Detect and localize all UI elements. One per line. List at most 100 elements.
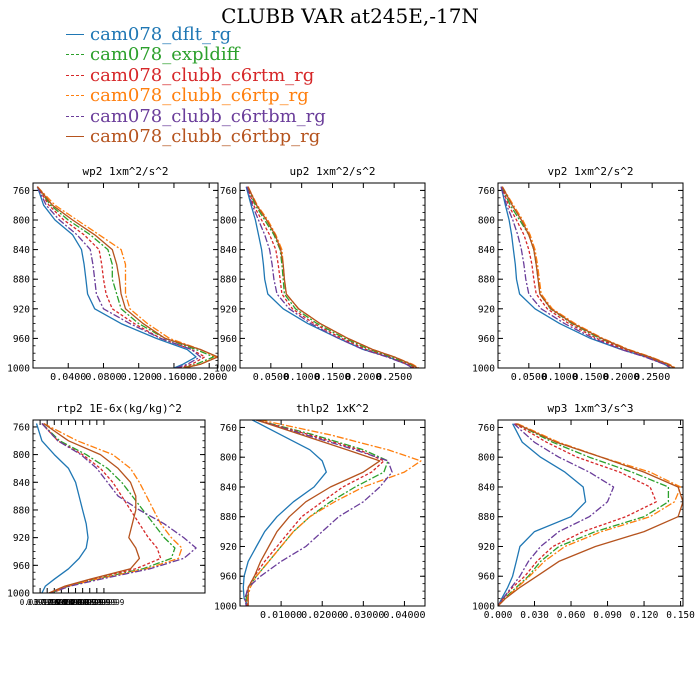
- legend-swatch: [66, 74, 84, 76]
- series-group: [35, 422, 197, 593]
- x-tick-label: 0.03000: [342, 610, 384, 621]
- series-line-1: [501, 186, 675, 368]
- series-line-5: [247, 186, 418, 368]
- y-tick-label: 800: [13, 216, 30, 227]
- y-tick-label: 800: [13, 450, 30, 461]
- panel-title: vp2 1xm^2/s^2: [547, 165, 633, 178]
- legend-label: cam078_clubb_c6rtm_rg: [90, 64, 315, 86]
- x-tick-label: 0.0399999: [20, 598, 61, 607]
- legend-item: cam078_expldiff: [66, 44, 326, 65]
- series-line-1: [498, 423, 670, 606]
- legend-swatch: [66, 95, 84, 97]
- panel-frame: [32, 419, 206, 594]
- x-tick-label: 0.0500: [511, 372, 547, 383]
- y-tick-label: 800: [478, 453, 495, 464]
- series-line-5: [247, 420, 381, 606]
- series-line-4: [41, 423, 197, 593]
- y-tick-label: 760: [220, 186, 237, 197]
- panel-3: rtp2 1E-6x(kg/kg)^2 760 800 840 880 920 960 100…: [7, 402, 206, 607]
- panel-4: thlp2 1xK^2 760 800 840 880 920 960 1000 0.01000…: [214, 402, 425, 621]
- panel-frame: [239, 182, 426, 369]
- panel-title: up2 1xm^2/s^2: [289, 165, 375, 178]
- x-tick-label: 0.1200000: [34, 598, 75, 607]
- y-tick-label: 920: [478, 304, 495, 315]
- series-line-3: [43, 422, 183, 593]
- series-line-1: [246, 186, 417, 368]
- y-tick-label: 840: [220, 482, 237, 493]
- panel-2: vp2 1xm^2/s^2 760 800 840 880 920 960 1000 0.050…: [472, 165, 684, 383]
- series-group: [245, 186, 420, 368]
- series-line-2: [501, 186, 673, 368]
- series-line-5: [501, 186, 675, 368]
- x-tick-label: 0.2399999: [55, 598, 96, 607]
- x-tick-label: 0.1000: [542, 372, 578, 383]
- series-line-0: [498, 423, 587, 606]
- y-tick-label: 1000: [472, 602, 495, 613]
- x-tick-label: 0.04000: [383, 610, 425, 621]
- legend-item: cam078_clubb_c6rtbm_rg: [66, 106, 326, 127]
- y-tick-label: 920: [478, 542, 495, 553]
- y-tick-label: 840: [478, 245, 495, 256]
- x-tick-label: 0.2000: [345, 372, 381, 383]
- x-tick-label: 0.2500: [634, 372, 670, 383]
- legend-swatch: [66, 136, 84, 138]
- series-line-2: [36, 186, 206, 368]
- x-tick-label: 0.2799999: [62, 598, 103, 607]
- legend-label: cam078_clubb_c6rtp_rg: [90, 85, 309, 107]
- y-tick-label: 920: [13, 304, 30, 315]
- legend-item: cam078_dflt_rg: [66, 24, 326, 45]
- x-tick-label: 0.1500: [314, 372, 350, 383]
- series-line-2: [246, 186, 415, 368]
- legend-label: cam078_clubb_c6rtbp_rg: [90, 126, 321, 148]
- x-tick-label: 0.3599999: [77, 598, 118, 607]
- panel-frame: [239, 419, 426, 607]
- y-tick-label: 920: [220, 542, 237, 553]
- y-tick-label: 840: [220, 245, 237, 256]
- x-tick-label: 0.150: [666, 610, 695, 621]
- y-tick-label: 960: [220, 334, 237, 345]
- y-tick-label: 880: [13, 505, 30, 516]
- y-tick-label: 960: [478, 572, 495, 583]
- panel-0: wp2 1xm^2/s^2 760 800 840 880 920 960 1000 0.040…: [7, 165, 227, 383]
- panel-frame: [497, 419, 684, 607]
- series-line-2: [244, 420, 385, 606]
- x-tick-label: 0.3199999: [69, 598, 110, 607]
- series-group: [498, 423, 683, 606]
- x-tick-label: 0.1600000: [41, 598, 82, 607]
- panel-title: wp2 1xm^2/s^2: [82, 165, 168, 178]
- series-group: [500, 186, 676, 368]
- x-tick-label: 0.090: [593, 610, 622, 621]
- series-line-5: [43, 422, 141, 593]
- panel-frame: [497, 182, 684, 369]
- legend-item: cam078_clubb_c6rtp_rg: [66, 85, 326, 107]
- series-line-0: [500, 186, 672, 368]
- x-tick-label: 0.1600: [156, 372, 192, 383]
- series-group: [36, 186, 218, 368]
- series-line-0: [245, 186, 414, 368]
- panel-title: wp3 1xm^3/s^3: [547, 402, 633, 415]
- y-tick-label: 800: [220, 453, 237, 464]
- x-tick-label: 0.120: [630, 610, 659, 621]
- y-tick-label: 960: [13, 334, 30, 345]
- x-tick-label: 0.0800: [85, 372, 121, 383]
- legend-label: cam078_dflt_rg: [90, 23, 232, 45]
- y-tick-label: 920: [220, 304, 237, 315]
- y-tick-label: 920: [13, 533, 30, 544]
- x-tick-label: 0.2000: [191, 372, 227, 383]
- panel-frame: [32, 182, 219, 369]
- x-tick-label: 0.1000: [284, 372, 320, 383]
- y-tick-label: 880: [478, 512, 495, 523]
- series-line-0: [35, 423, 89, 593]
- series-line-0: [36, 186, 197, 368]
- series-line-4: [498, 423, 615, 606]
- x-tick-label: 0.0500: [253, 372, 289, 383]
- y-tick-label: 880: [220, 512, 237, 523]
- panel-1: up2 1xm^2/s^2 760 800 840 880 920 960 1000 0.050…: [214, 165, 426, 383]
- legend: cam078_dflt_rg cam078_expldiff cam078_club…: [66, 24, 326, 147]
- x-tick-label: 0.2000000: [48, 598, 89, 607]
- y-tick-label: 1000: [214, 602, 237, 613]
- y-tick-label: 840: [13, 245, 30, 256]
- y-tick-label: 960: [478, 334, 495, 345]
- series-group: [242, 420, 422, 606]
